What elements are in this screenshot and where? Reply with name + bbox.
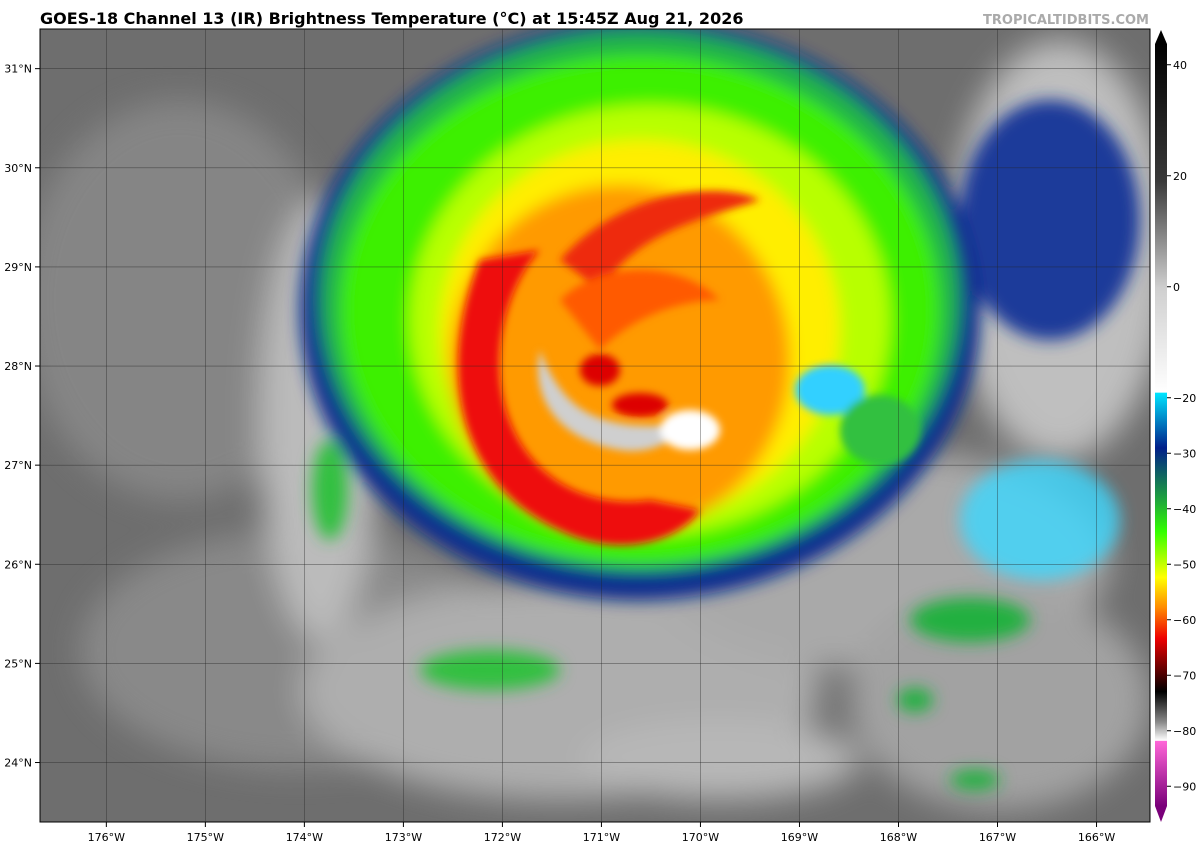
lon-label: 172°W xyxy=(484,831,521,844)
lon-label: 167°W xyxy=(979,831,1016,844)
colorbar-label: −50 xyxy=(1173,558,1196,571)
colorbar-label: 20 xyxy=(1173,170,1187,183)
lon-label: 169°W xyxy=(781,831,818,844)
lat-label: 31°N xyxy=(4,63,32,76)
map-frame xyxy=(39,28,1151,823)
lon-label: 170°W xyxy=(682,831,719,844)
lon-label: 166°W xyxy=(1078,831,1115,844)
colorbar-label: −20 xyxy=(1173,392,1196,405)
credit: TROPICALTIDBITS.COM xyxy=(983,13,1149,28)
colorbar-ticks: 40 20 0 −20 −30 −40 −50 −60 −70 −80 −90 xyxy=(1167,59,1196,793)
colorbar-label: −80 xyxy=(1173,725,1196,738)
lat-label: 27°N xyxy=(4,459,32,472)
graticule: 176°W 175°W 174°W 173°W 172°W 171°W 170°W 169°W… xyxy=(4,29,1150,844)
lat-label: 25°N xyxy=(4,657,32,670)
colorbar-label: −60 xyxy=(1173,614,1196,627)
colorbar-bottom-arrow xyxy=(1155,806,1167,822)
colorbar xyxy=(1155,44,1167,806)
lon-label: 168°W xyxy=(880,831,917,844)
lon-label: 174°W xyxy=(286,831,323,844)
imagery xyxy=(40,29,1150,822)
colorbar-label: −40 xyxy=(1173,503,1196,516)
lon-label: 175°W xyxy=(187,831,224,844)
colorbar-label: 40 xyxy=(1173,59,1187,72)
lat-label: 29°N xyxy=(4,261,32,274)
lat-label: 24°N xyxy=(4,757,32,770)
lat-label: 28°N xyxy=(4,360,32,373)
colorbar-top-arrow xyxy=(1155,30,1167,44)
lat-label: 30°N xyxy=(4,162,32,175)
colorbar-label: −90 xyxy=(1173,780,1196,793)
lat-label: 26°N xyxy=(4,558,32,571)
colorbar-label: −70 xyxy=(1173,669,1196,682)
colorbar-label: 0 xyxy=(1173,281,1180,294)
colorbar-label: −30 xyxy=(1173,447,1196,460)
title: GOES-18 Channel 13 (IR) Brightness Tempe… xyxy=(40,9,743,28)
lon-label: 173°W xyxy=(385,831,422,844)
lon-label: 176°W xyxy=(88,831,125,844)
lon-label: 171°W xyxy=(583,831,620,844)
